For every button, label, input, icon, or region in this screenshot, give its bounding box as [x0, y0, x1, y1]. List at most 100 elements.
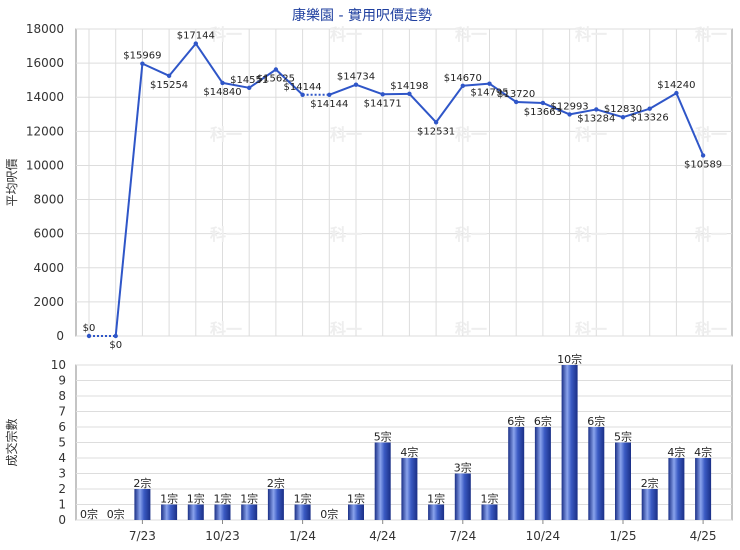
line-point — [166, 73, 172, 79]
bottom-y-tick-label: 2 — [58, 482, 66, 496]
top-y-tick-label: 10000 — [26, 158, 64, 172]
line-segment — [222, 81, 250, 89]
bar — [615, 442, 631, 520]
line-data-label: $14734 — [337, 72, 375, 83]
line-segment — [194, 43, 224, 84]
watermark-text: 科一 — [455, 225, 487, 244]
line-segment — [649, 92, 677, 110]
bar — [134, 489, 151, 520]
x-tick-label: 4/25 — [690, 529, 717, 543]
watermark-text: 科一 — [210, 25, 242, 44]
line-data-label: $13663 — [524, 107, 562, 118]
line-data-label: $14240 — [657, 80, 695, 91]
line-data-label: $14840 — [203, 87, 241, 98]
bar-data-label: 1宗 — [240, 492, 258, 506]
bar — [668, 458, 685, 520]
line-data-label: $12830 — [604, 104, 642, 115]
line-data-label: $10589 — [684, 159, 722, 170]
line-segment — [355, 83, 384, 96]
bottom-y-tick-label: 10 — [51, 358, 66, 372]
bar-data-label: 1宗 — [160, 492, 178, 506]
line-segment — [141, 62, 170, 77]
bar — [454, 473, 471, 520]
line-point — [193, 41, 198, 46]
x-tick-label: 7/23 — [129, 529, 156, 543]
x-tick-label: 10/23 — [205, 529, 240, 543]
line-point — [86, 333, 92, 339]
line-point — [567, 112, 572, 117]
line-point — [113, 333, 118, 339]
bar — [374, 442, 391, 520]
line-point — [140, 61, 145, 66]
bar — [428, 504, 445, 520]
top-y-tick-label: 2000 — [33, 295, 64, 309]
line-point — [433, 120, 439, 125]
bar-data-label: 0宗 — [80, 507, 98, 521]
bar-data-label: 2宗 — [267, 476, 285, 490]
watermark-text: 科一 — [695, 125, 727, 144]
bottom-y-tick-label: 7 — [58, 405, 66, 419]
line-data-label: $13326 — [631, 113, 669, 124]
bar-data-label: 1宗 — [427, 492, 445, 506]
bar-data-label: 6宗 — [534, 414, 552, 428]
line-data-label: $13284 — [577, 113, 615, 124]
line-point — [273, 67, 279, 72]
top-y-tick-label: 4000 — [33, 261, 64, 275]
chart-title: 康樂園 - 實用呎價走勢 — [292, 7, 432, 24]
line-segment — [248, 68, 277, 89]
top-plot-area — [75, 28, 733, 337]
bar-data-label: 1宗 — [481, 492, 499, 506]
line-point — [353, 82, 359, 87]
line-segment — [622, 107, 651, 119]
watermark-text: 科一 — [210, 125, 242, 144]
bar-data-label: 6宗 — [507, 414, 525, 428]
watermark-text: 科一 — [210, 225, 242, 244]
bar — [588, 427, 605, 520]
bar — [214, 504, 231, 520]
line-segment — [596, 108, 624, 119]
top-y-tick-label: 18000 — [26, 22, 64, 36]
line-point — [220, 80, 225, 86]
line-point — [327, 92, 332, 97]
line-segment — [542, 102, 570, 116]
bar — [641, 489, 658, 520]
bar — [348, 504, 364, 520]
line-data-label: $14795 — [470, 88, 508, 99]
watermark-text: 科一 — [575, 125, 607, 144]
top-y-tick-label: 8000 — [33, 193, 64, 207]
x-tick-label: 1/24 — [289, 529, 316, 543]
line-point — [514, 99, 519, 105]
bar — [161, 504, 178, 520]
watermark-text: 科一 — [695, 320, 727, 339]
bar — [241, 504, 258, 520]
bar — [561, 365, 578, 520]
bar-data-label: 6宗 — [587, 414, 605, 428]
watermark-text: 科一 — [210, 320, 242, 339]
top-y-tick-label: 12000 — [26, 124, 64, 138]
line-segment — [168, 42, 197, 77]
line-point — [594, 107, 599, 112]
bottom-y-tick-label: 5 — [58, 436, 66, 450]
line-data-label: $15625 — [257, 74, 295, 85]
x-tick-label: 7/24 — [449, 529, 476, 543]
line-segment — [408, 93, 437, 123]
x-tick-label: 1/25 — [610, 529, 637, 543]
line-data-label: $0 — [109, 340, 122, 351]
bottom-y-axis-label: 成交宗數 — [4, 418, 19, 466]
line-point — [700, 153, 706, 158]
line-data-label: $13720 — [497, 89, 535, 100]
bottom-y-tick-label: 9 — [58, 374, 66, 388]
line-segment — [328, 83, 357, 96]
watermark-text: 科一 — [330, 125, 362, 144]
bar-data-label: 0宗 — [107, 507, 125, 521]
bar — [187, 504, 204, 520]
watermark-text: 科一 — [575, 320, 607, 339]
bar-data-label: 0宗 — [320, 507, 338, 521]
line-segment — [275, 68, 304, 96]
bottom-y-tick-label: 1 — [58, 498, 66, 512]
bar-data-label: 4宗 — [694, 445, 712, 459]
line-data-label: $15969 — [123, 51, 161, 62]
line-data-label: $14198 — [390, 81, 428, 92]
line-segment — [569, 108, 597, 116]
